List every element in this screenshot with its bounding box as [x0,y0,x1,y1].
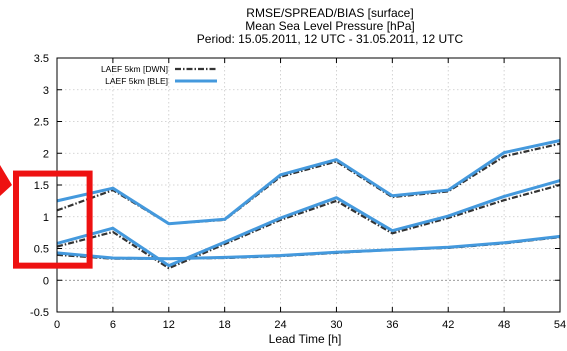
x-tick-label: 6 [110,319,116,331]
y-tick-label: 2.5 [34,117,49,129]
series-line-dwn-middle [56,183,561,270]
y-tick-label: 2 [43,148,49,160]
legend: LAEF 5km [DWN] LAEF 5km [BLE] [101,64,217,86]
x-tick-label: 18 [219,319,231,331]
x-tick-label: 42 [442,319,454,331]
highlight-annotation-box [13,170,93,269]
y-tick-label: 1.5 [34,180,49,192]
x-tick-labels: 0 6 12 18 24 30 36 42 48 54 [54,319,566,331]
x-tick-label: 0 [54,319,60,331]
x-axis-label: Lead Time [h] [269,332,342,346]
y-tick-label: 3 [43,85,49,97]
x-tick-label: 12 [163,319,175,331]
y-tick-label: 3.5 [34,53,49,65]
plot-frame [56,57,561,313]
series-lines [56,139,561,270]
y-tick-label: -0.5 [30,307,49,319]
series-line-ble-lower [56,234,561,261]
y-tick-label: 1 [43,212,49,224]
y-tick-label: 0.5 [34,244,49,256]
x-tick-label: 48 [498,319,510,331]
x-tick-label: 36 [386,319,398,331]
x-tick-label: 54 [554,319,566,331]
axis-ticks [56,57,561,313]
grid [57,58,560,312]
annotation-pointer-arrow [0,165,12,196]
chart-title-line-2: Mean Sea Level Pressure [hPa] [245,19,415,33]
y-tick-label: 0 [43,275,49,287]
series-line-dwn-upper [56,142,561,225]
legend-label-ble: LAEF 5km [BLE] [105,76,168,86]
series-line-ble-upper [56,139,561,226]
chart-title-line-1: RMSE/SPREAD/BIAS [surface] [246,6,414,20]
y-tick-labels: -0.5 0 0.5 1 1.5 2 2.5 3 3.5 [30,53,49,319]
series-line-ble-middle [56,179,561,268]
legend-label-dwn: LAEF 5km [DWN] [101,64,168,74]
chart-title-line-3: Period: 15.05.2011, 12 UTC - 31.05.2011,… [196,32,464,46]
x-tick-label: 24 [274,319,286,331]
x-tick-label: 30 [330,319,342,331]
